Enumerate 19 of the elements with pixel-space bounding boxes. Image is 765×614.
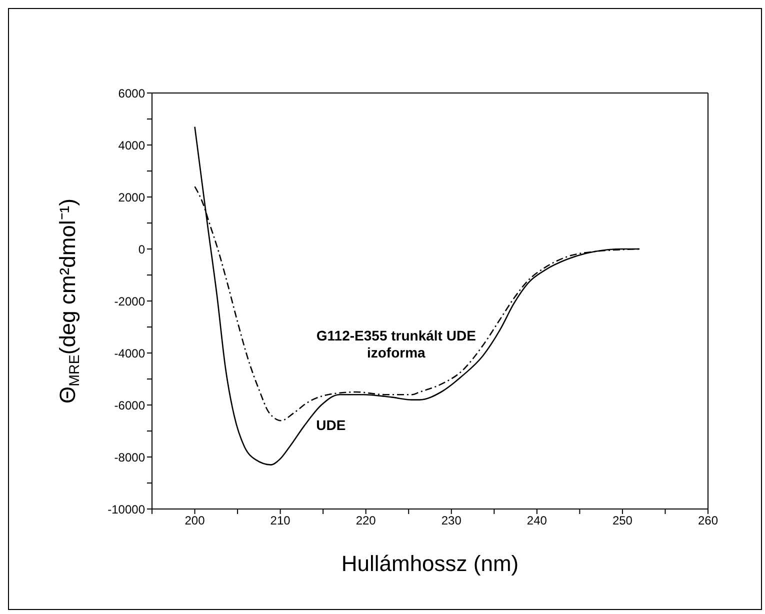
series-label: G112-E355 trunkált UDE izoforma	[316, 328, 476, 361]
y-tick-label: 4000	[118, 138, 146, 152]
x-axis-title: Hullámhossz (nm)	[341, 551, 519, 576]
y-tick-label: 6000	[118, 86, 146, 100]
y-tick-label: -6000	[114, 398, 146, 412]
x-tick-label: 200	[184, 514, 206, 528]
y-tick-label: -8000	[114, 450, 146, 464]
x-tick-label: 260	[698, 514, 718, 528]
y-tick-label: -2000	[114, 294, 146, 308]
x-tick-label: 250	[612, 514, 633, 528]
x-tick-label: 230	[441, 514, 462, 528]
series-label: UDE	[316, 416, 346, 433]
x-tick-label: 210	[270, 514, 291, 528]
y-tick-label: 2000	[118, 190, 146, 204]
x-tick-label: 220	[356, 514, 376, 528]
y-tick-label: 0	[138, 242, 146, 256]
x-tick-label: 240	[526, 514, 548, 528]
y-tick-label: -4000	[114, 346, 146, 360]
y-tick-label: -10000	[108, 502, 146, 516]
